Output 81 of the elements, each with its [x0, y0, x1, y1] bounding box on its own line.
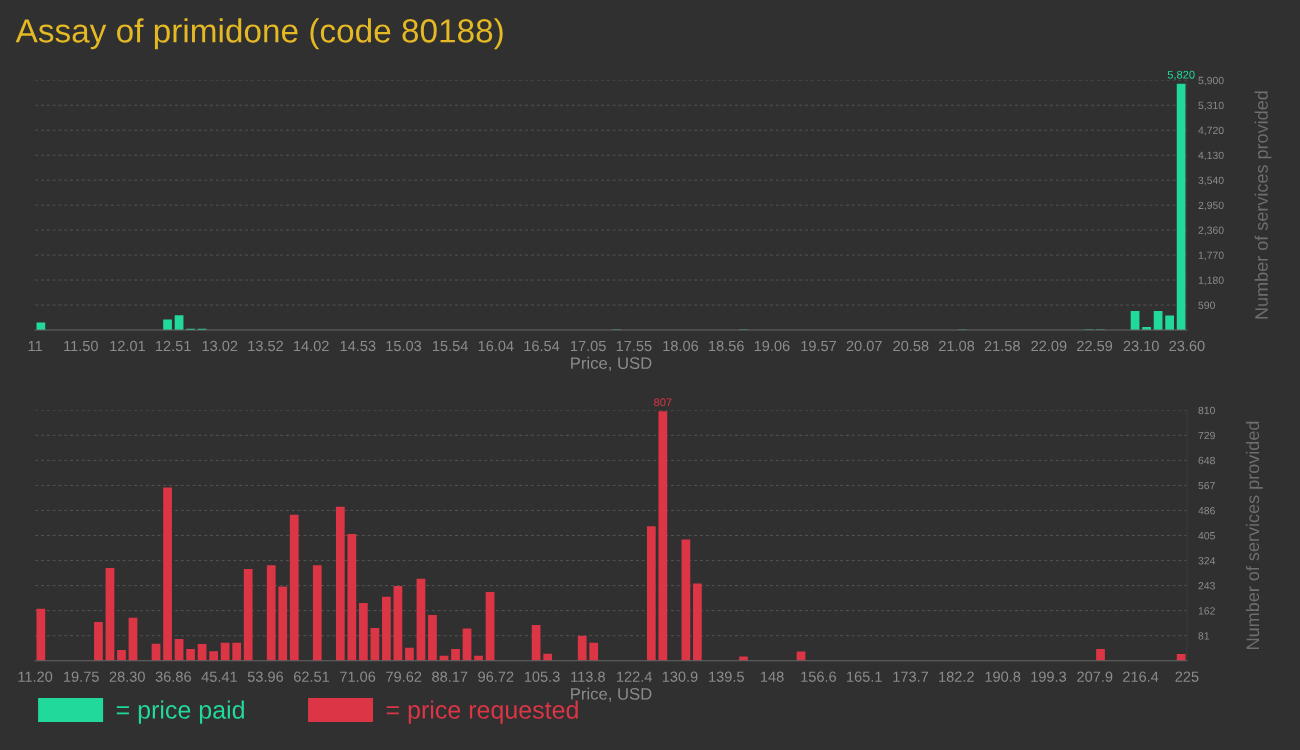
x-tick-label: 216.4 — [1123, 671, 1159, 682]
y-tick-label: 648 — [1198, 456, 1215, 465]
x-tick-label: 20.58 — [893, 340, 929, 352]
x-tick-label: 14.02 — [294, 340, 329, 352]
x-tick-label: 28.30 — [109, 671, 145, 682]
x-tick-label: 12.51 — [156, 340, 191, 352]
x-tick-label: 16.54 — [524, 340, 560, 352]
x-tick-label: 19.75 — [64, 671, 99, 682]
x-tick-label: 21.08 — [939, 340, 975, 352]
x-tick-label: 19.57 — [801, 340, 837, 352]
x-tick-label: 225 — [1175, 671, 1199, 682]
x-tick-label: 15.54 — [432, 340, 468, 352]
y-tick-label: 2,950 — [1198, 201, 1224, 211]
x-tick-label: 19.06 — [754, 340, 790, 352]
x-axis-title: Price, USD — [571, 356, 652, 371]
y-tick-label: 81 — [1198, 632, 1210, 640]
x-tick-label: 22.09 — [1031, 340, 1067, 352]
y-tick-label: 1,180 — [1198, 276, 1224, 286]
x-tick-label: 18.06 — [663, 340, 699, 352]
x-tick-label: 14.53 — [340, 340, 376, 352]
x-tick-label: 122.4 — [617, 671, 652, 682]
y-tick-label: 567 — [1198, 481, 1215, 490]
x-tick-label: 36.86 — [155, 671, 191, 682]
y-tick-label: 810 — [1198, 406, 1215, 415]
x-tick-label: 16.04 — [478, 340, 514, 352]
x-tick-label: 23.10 — [1123, 340, 1159, 352]
data-label: 5,820 — [1167, 70, 1195, 80]
x-tick-label: 105.3 — [524, 671, 560, 682]
x-tick-label: 45.41 — [201, 671, 237, 682]
y-tick-label: 4,720 — [1198, 126, 1224, 136]
x-tick-label: 96.72 — [478, 671, 514, 682]
x-tick-label: 113.8 — [571, 671, 605, 682]
y-tick-label: 324 — [1198, 557, 1216, 565]
x-axis-title: Price, USD — [571, 687, 652, 702]
x-tick-label: 17.05 — [571, 340, 606, 352]
x-tick-label: 11.50 — [64, 340, 98, 352]
y-tick-label: 1,770 — [1198, 251, 1224, 261]
x-tick-label: 130.9 — [662, 671, 698, 682]
x-tick-label: 199.3 — [1031, 671, 1067, 682]
y-axis-title: Number of services provided — [1254, 91, 1272, 319]
x-tick-label: 15.03 — [386, 340, 422, 352]
x-tick-label: 88.17 — [432, 671, 468, 682]
y-tick-label: 729 — [1198, 431, 1215, 440]
y-tick-label: 5,900 — [1198, 76, 1224, 86]
x-tick-label: 173.7 — [893, 671, 929, 682]
x-tick-label: 12.01 — [110, 340, 145, 352]
x-tick-label: 22.59 — [1077, 340, 1113, 352]
chart-title: Assay of primidone (code 80188) — [15, 18, 503, 50]
x-tick-label: 71.06 — [340, 671, 376, 682]
y-tick-label: 5,310 — [1198, 101, 1224, 111]
x-tick-label: 21.58 — [984, 340, 1020, 352]
y-axis-title: Number of services provided — [1245, 421, 1263, 649]
x-tick-label: 53.96 — [247, 671, 284, 682]
y-tick-label: 2,360 — [1198, 226, 1224, 236]
y-tick-label: 243 — [1198, 582, 1215, 590]
x-tick-label: 79.62 — [386, 671, 422, 682]
x-tick-label: 13.02 — [202, 340, 238, 352]
x-tick-label: 17.55 — [616, 340, 652, 352]
x-tick-label: 62.51 — [294, 671, 330, 682]
y-tick-label: 4,130 — [1198, 151, 1224, 161]
legend-label: = price requested — [386, 700, 578, 724]
y-tick-label: 486 — [1198, 506, 1215, 515]
x-tick-label: 23.60 — [1169, 340, 1205, 352]
x-tick-label: 148 — [761, 671, 784, 682]
x-tick-label: 139.5 — [709, 671, 744, 682]
x-tick-label: 11 — [28, 340, 42, 351]
y-tick-label: 3,540 — [1198, 176, 1224, 186]
x-tick-label: 13.52 — [248, 340, 283, 352]
x-tick-label: 18.56 — [709, 340, 744, 352]
x-tick-label: 182.2 — [939, 671, 974, 682]
x-tick-label: 156.6 — [801, 671, 837, 682]
y-tick-label: 590 — [1198, 301, 1215, 309]
x-tick-label: 165.1 — [847, 671, 882, 682]
y-tick-label: 162 — [1198, 607, 1215, 615]
x-tick-label: 207.9 — [1077, 671, 1113, 682]
x-tick-label: 11.20 — [18, 671, 53, 682]
y-tick-label: 405 — [1198, 532, 1215, 540]
data-label: 807 — [654, 398, 672, 407]
legend-label: = price paid — [116, 700, 244, 724]
x-tick-label: 20.07 — [846, 340, 882, 352]
x-tick-label: 190.8 — [985, 671, 1021, 682]
